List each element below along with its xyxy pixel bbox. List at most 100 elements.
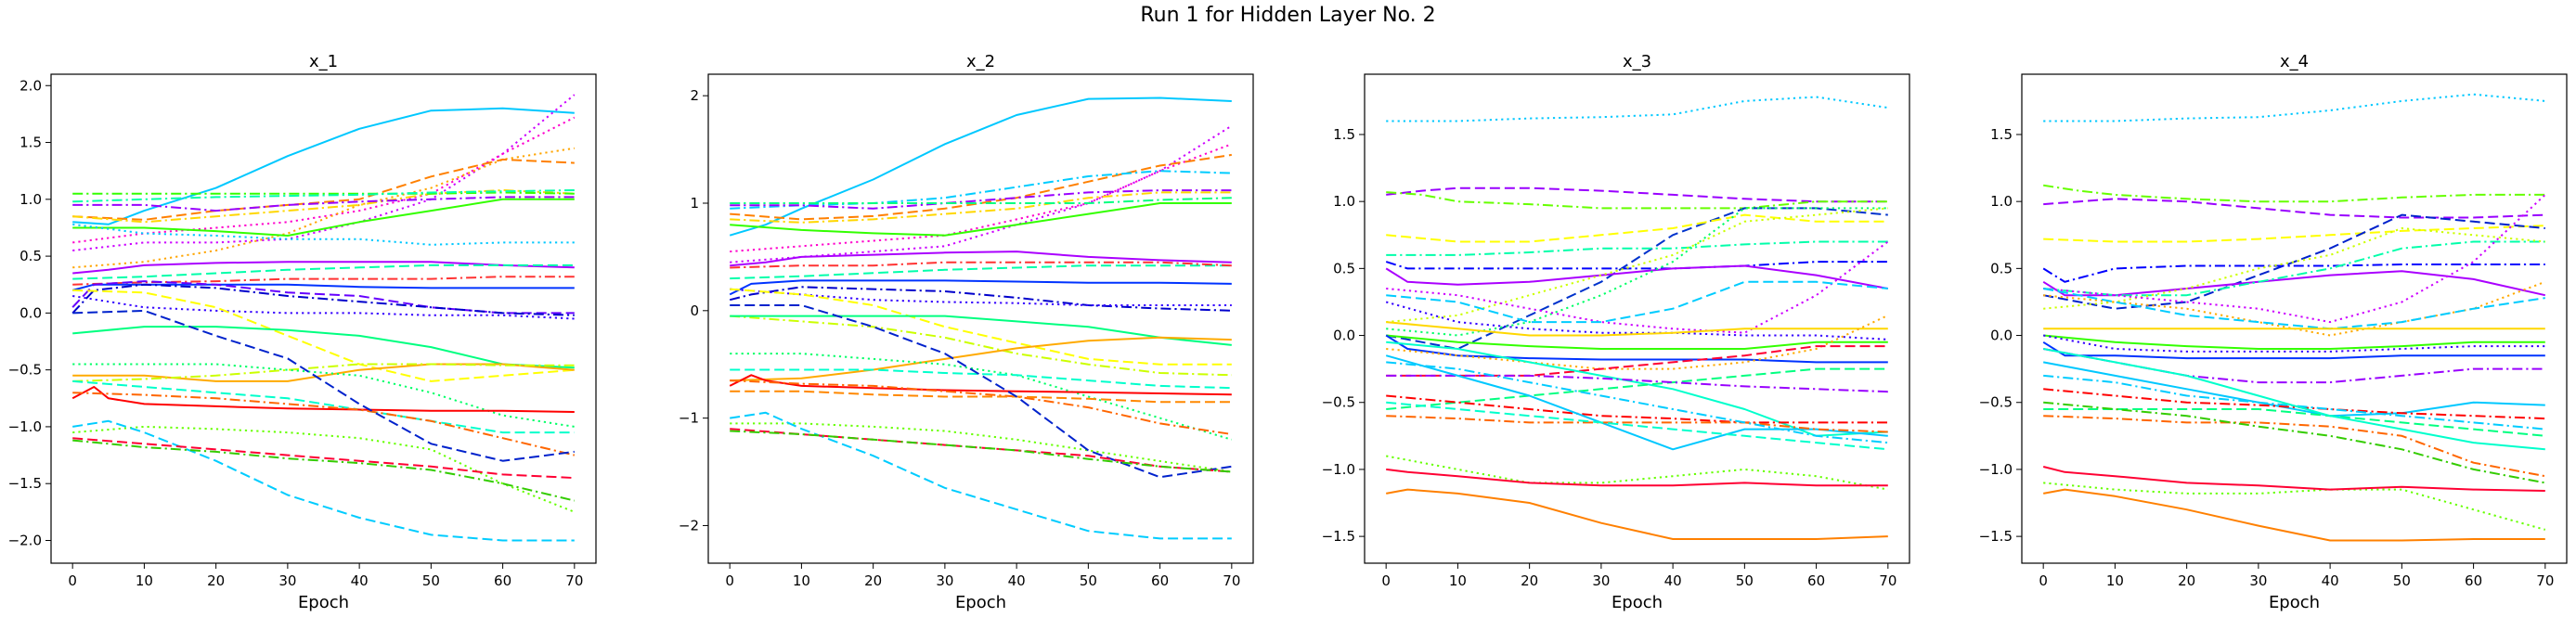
subplot-x2: 0 10 20 30 40 50 60 70 −2 −1 0 1 2 x_2 Epoch [679, 52, 1254, 612]
x-tick-label: 20 [2178, 572, 2195, 589]
series-line-9 [72, 196, 575, 212]
x-tick-label: 10 [1449, 572, 1467, 589]
x-tick-label: 50 [1736, 572, 1754, 589]
series-line-3 [1386, 191, 1888, 210]
series-line-22 [72, 363, 575, 382]
series-line-6 [1386, 240, 1888, 256]
y-tick-label: 2.0 [19, 77, 42, 94]
y-tick-label: 0.5 [19, 248, 42, 264]
x-tick-label: 0 [1381, 572, 1391, 589]
y-tick-label: −1.0 [1979, 461, 2013, 478]
x-tick-label: 40 [2322, 572, 2339, 589]
series-line-13 [1385, 301, 1888, 341]
series-line-10 [1386, 207, 1888, 337]
series-line-5 [2043, 213, 2545, 310]
x-tick-label: 30 [2249, 572, 2267, 589]
series-line-25 [1386, 361, 1888, 444]
series-line-24 [2043, 482, 2546, 531]
series-line-4 [72, 147, 575, 269]
axes-frame [707, 73, 1254, 564]
y-tick-label: 1.5 [1333, 126, 1355, 143]
series-line-26 [1386, 455, 1888, 491]
series-line-13 [72, 264, 575, 280]
y-tick-label: 1.5 [19, 135, 42, 151]
y-tick-label: 1.0 [1333, 193, 1355, 210]
x-axis-label: Epoch [1612, 593, 1663, 612]
series-line-5 [72, 158, 575, 221]
series-line-19 [72, 289, 575, 382]
series-line-30 [72, 437, 575, 480]
series-line-9 [1386, 207, 1888, 324]
y-tick-label: 1.5 [1990, 126, 2013, 143]
series-line-15 [1386, 334, 1888, 350]
series-line-20 [730, 353, 1233, 441]
y-tick-label: 0.5 [1990, 260, 2013, 276]
series-line-8 [1385, 264, 1888, 289]
series-line-10 [730, 251, 1232, 267]
series-line-29 [72, 309, 575, 462]
series-line-27 [730, 304, 1232, 479]
y-tick-label: −1.5 [1322, 528, 1355, 545]
y-tick-label: −1.5 [1979, 528, 2013, 545]
x-tick-label: 60 [1151, 572, 1169, 589]
series-line-2 [1386, 186, 1888, 203]
series-line-22 [2043, 415, 2545, 478]
y-tick-label: 0.0 [19, 304, 42, 321]
series-line-13 [729, 279, 1232, 296]
series-line-2 [730, 124, 1233, 264]
series-line-3 [2043, 198, 2545, 219]
y-tick-label: 0.0 [1333, 328, 1355, 344]
y-tick-label: 0.0 [1990, 328, 2013, 344]
subplot-x4: 0 10 20 30 40 50 60 70 −1.5 −1.0 −0.5 0.0 0.5 1.0 1.5 x… [1979, 52, 2568, 612]
x-tick-label: 40 [1008, 572, 1026, 589]
x-tick-label: 0 [68, 572, 77, 589]
series-line-1 [1386, 96, 1888, 122]
series-line-12 [1386, 280, 1888, 324]
subplot-x3: 0 10 20 30 40 50 60 70 −1.5 −1.0 −0.5 0.0 0.5 1.0 1.5 x… [1322, 52, 1910, 612]
series-line-20 [1386, 367, 1888, 410]
series-line-27 [2043, 401, 2545, 484]
y-tick-label: −0.5 [1979, 394, 2013, 411]
x-tick-label: 50 [2393, 572, 2411, 589]
axes-frame [50, 73, 597, 564]
series-line-17 [1386, 314, 1889, 370]
x-tick-label: 0 [725, 572, 734, 589]
x-tick-label: 70 [1223, 572, 1240, 589]
series-line-21 [1386, 374, 1888, 393]
series-line-26 [72, 392, 576, 456]
x-tick-label: 60 [2465, 572, 2482, 589]
series-line-25 [71, 386, 575, 413]
series-line-2 [2043, 184, 2545, 203]
series-line-1 [729, 96, 1232, 237]
series-line-9 [730, 197, 1232, 204]
x-tick-label: 20 [207, 572, 225, 589]
x-tick-label: 60 [1807, 572, 1825, 589]
series-line-10 [2043, 194, 2546, 324]
series-line-16 [2042, 341, 2545, 360]
y-tick-label: −0.5 [1322, 394, 1355, 411]
series-line-19 [1386, 341, 1888, 437]
series-line-19 [2043, 388, 2545, 420]
series-line-7 [730, 191, 1232, 224]
series-line-26 [2043, 488, 2545, 542]
series-line-4 [2043, 225, 2545, 243]
series-line-14 [729, 286, 1232, 312]
series-line-8 [72, 189, 575, 203]
x-tick-label: 0 [2039, 572, 2048, 589]
axes-frame [2021, 73, 2568, 564]
series-line-6 [2042, 264, 2545, 283]
series-line-28 [72, 419, 575, 542]
series-line-3 [72, 116, 576, 244]
subplot-title: x_2 [966, 52, 995, 71]
x-tick-label: 20 [864, 572, 882, 589]
series-line-28 [1386, 488, 1888, 540]
x-tick-label: 10 [2106, 572, 2124, 589]
y-tick-label: −2.0 [8, 532, 42, 548]
series-line-1 [2043, 93, 2545, 122]
x-tick-label: 30 [278, 572, 296, 589]
series-line-20 [2043, 374, 2545, 431]
series-line-26 [730, 411, 1232, 540]
series-line-17 [2043, 361, 2545, 418]
x-tick-label: 70 [1879, 572, 1896, 589]
